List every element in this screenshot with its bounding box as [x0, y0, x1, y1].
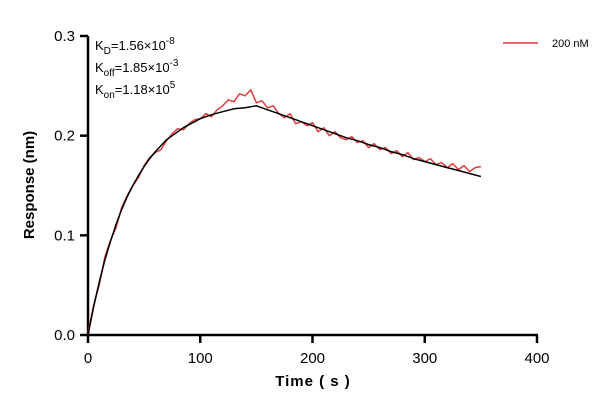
y-tick-label: 0.2 — [54, 128, 75, 145]
legend: 200 nM — [503, 38, 589, 50]
x-tick-label: 200 — [300, 350, 325, 367]
y-axis-label: Response (nm) — [21, 131, 38, 239]
x-tick-label: 0 — [84, 350, 92, 367]
y-tick-label: 0.1 — [54, 227, 75, 244]
x-tick-label: 400 — [524, 350, 549, 367]
kinetic-constant-off: Koff=1.85×10-3 — [95, 58, 179, 79]
y-tick-label: 0.0 — [54, 327, 75, 344]
legend-label: 200 nM — [552, 38, 589, 50]
kinetic-constant-on: Kon=1.18×105 — [95, 80, 176, 101]
x-tick-label: 100 — [188, 350, 213, 367]
fit-curve — [87, 105, 482, 336]
axes: 0 100 200 300 400 0.0 0.1 0.2 0.3 — [54, 28, 549, 367]
y-tick-label: 0.3 — [54, 28, 75, 45]
kinetic-constant-d: KD=1.56×10-8 — [95, 36, 175, 57]
data-series-200nm — [87, 89, 482, 334]
plot-area — [87, 89, 482, 336]
x-tick-label: 300 — [412, 350, 437, 367]
x-axis-label: Time ( s ) — [275, 373, 351, 390]
